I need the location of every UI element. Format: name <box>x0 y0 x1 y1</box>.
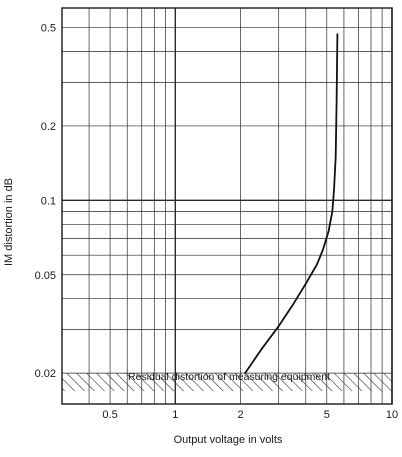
y-tick-label: 0.1 <box>41 195 56 207</box>
grid-lines <box>61 8 393 404</box>
y-axis-label: IM distortion in dB <box>3 178 15 266</box>
y-tick-label: 0.2 <box>41 121 56 133</box>
band-annotation: Residual distortion of measuring equipme… <box>128 371 330 383</box>
x-tick-label: 0.5 <box>102 409 117 421</box>
series-layer <box>244 33 339 375</box>
plot-frame <box>61 7 393 405</box>
y-tick-labels: 0.02 0.05 0.1 0.2 0.5 <box>35 23 56 381</box>
distortion-curve <box>244 33 339 375</box>
x-axis-label: Output voltage in volts <box>174 434 283 446</box>
residual-distortion-band <box>62 373 392 392</box>
x-tick-label: 1 <box>172 409 178 421</box>
x-tick-label: 2 <box>237 409 243 421</box>
x-tick-label: 10 <box>386 409 398 421</box>
x-tick-label: 5 <box>324 409 330 421</box>
x-tick-labels: 0.5 1 2 5 10 <box>102 409 398 421</box>
y-tick-label: 0.5 <box>41 23 56 35</box>
y-tick-label: 0.02 <box>35 368 56 380</box>
y-tick-label: 0.05 <box>35 270 56 282</box>
